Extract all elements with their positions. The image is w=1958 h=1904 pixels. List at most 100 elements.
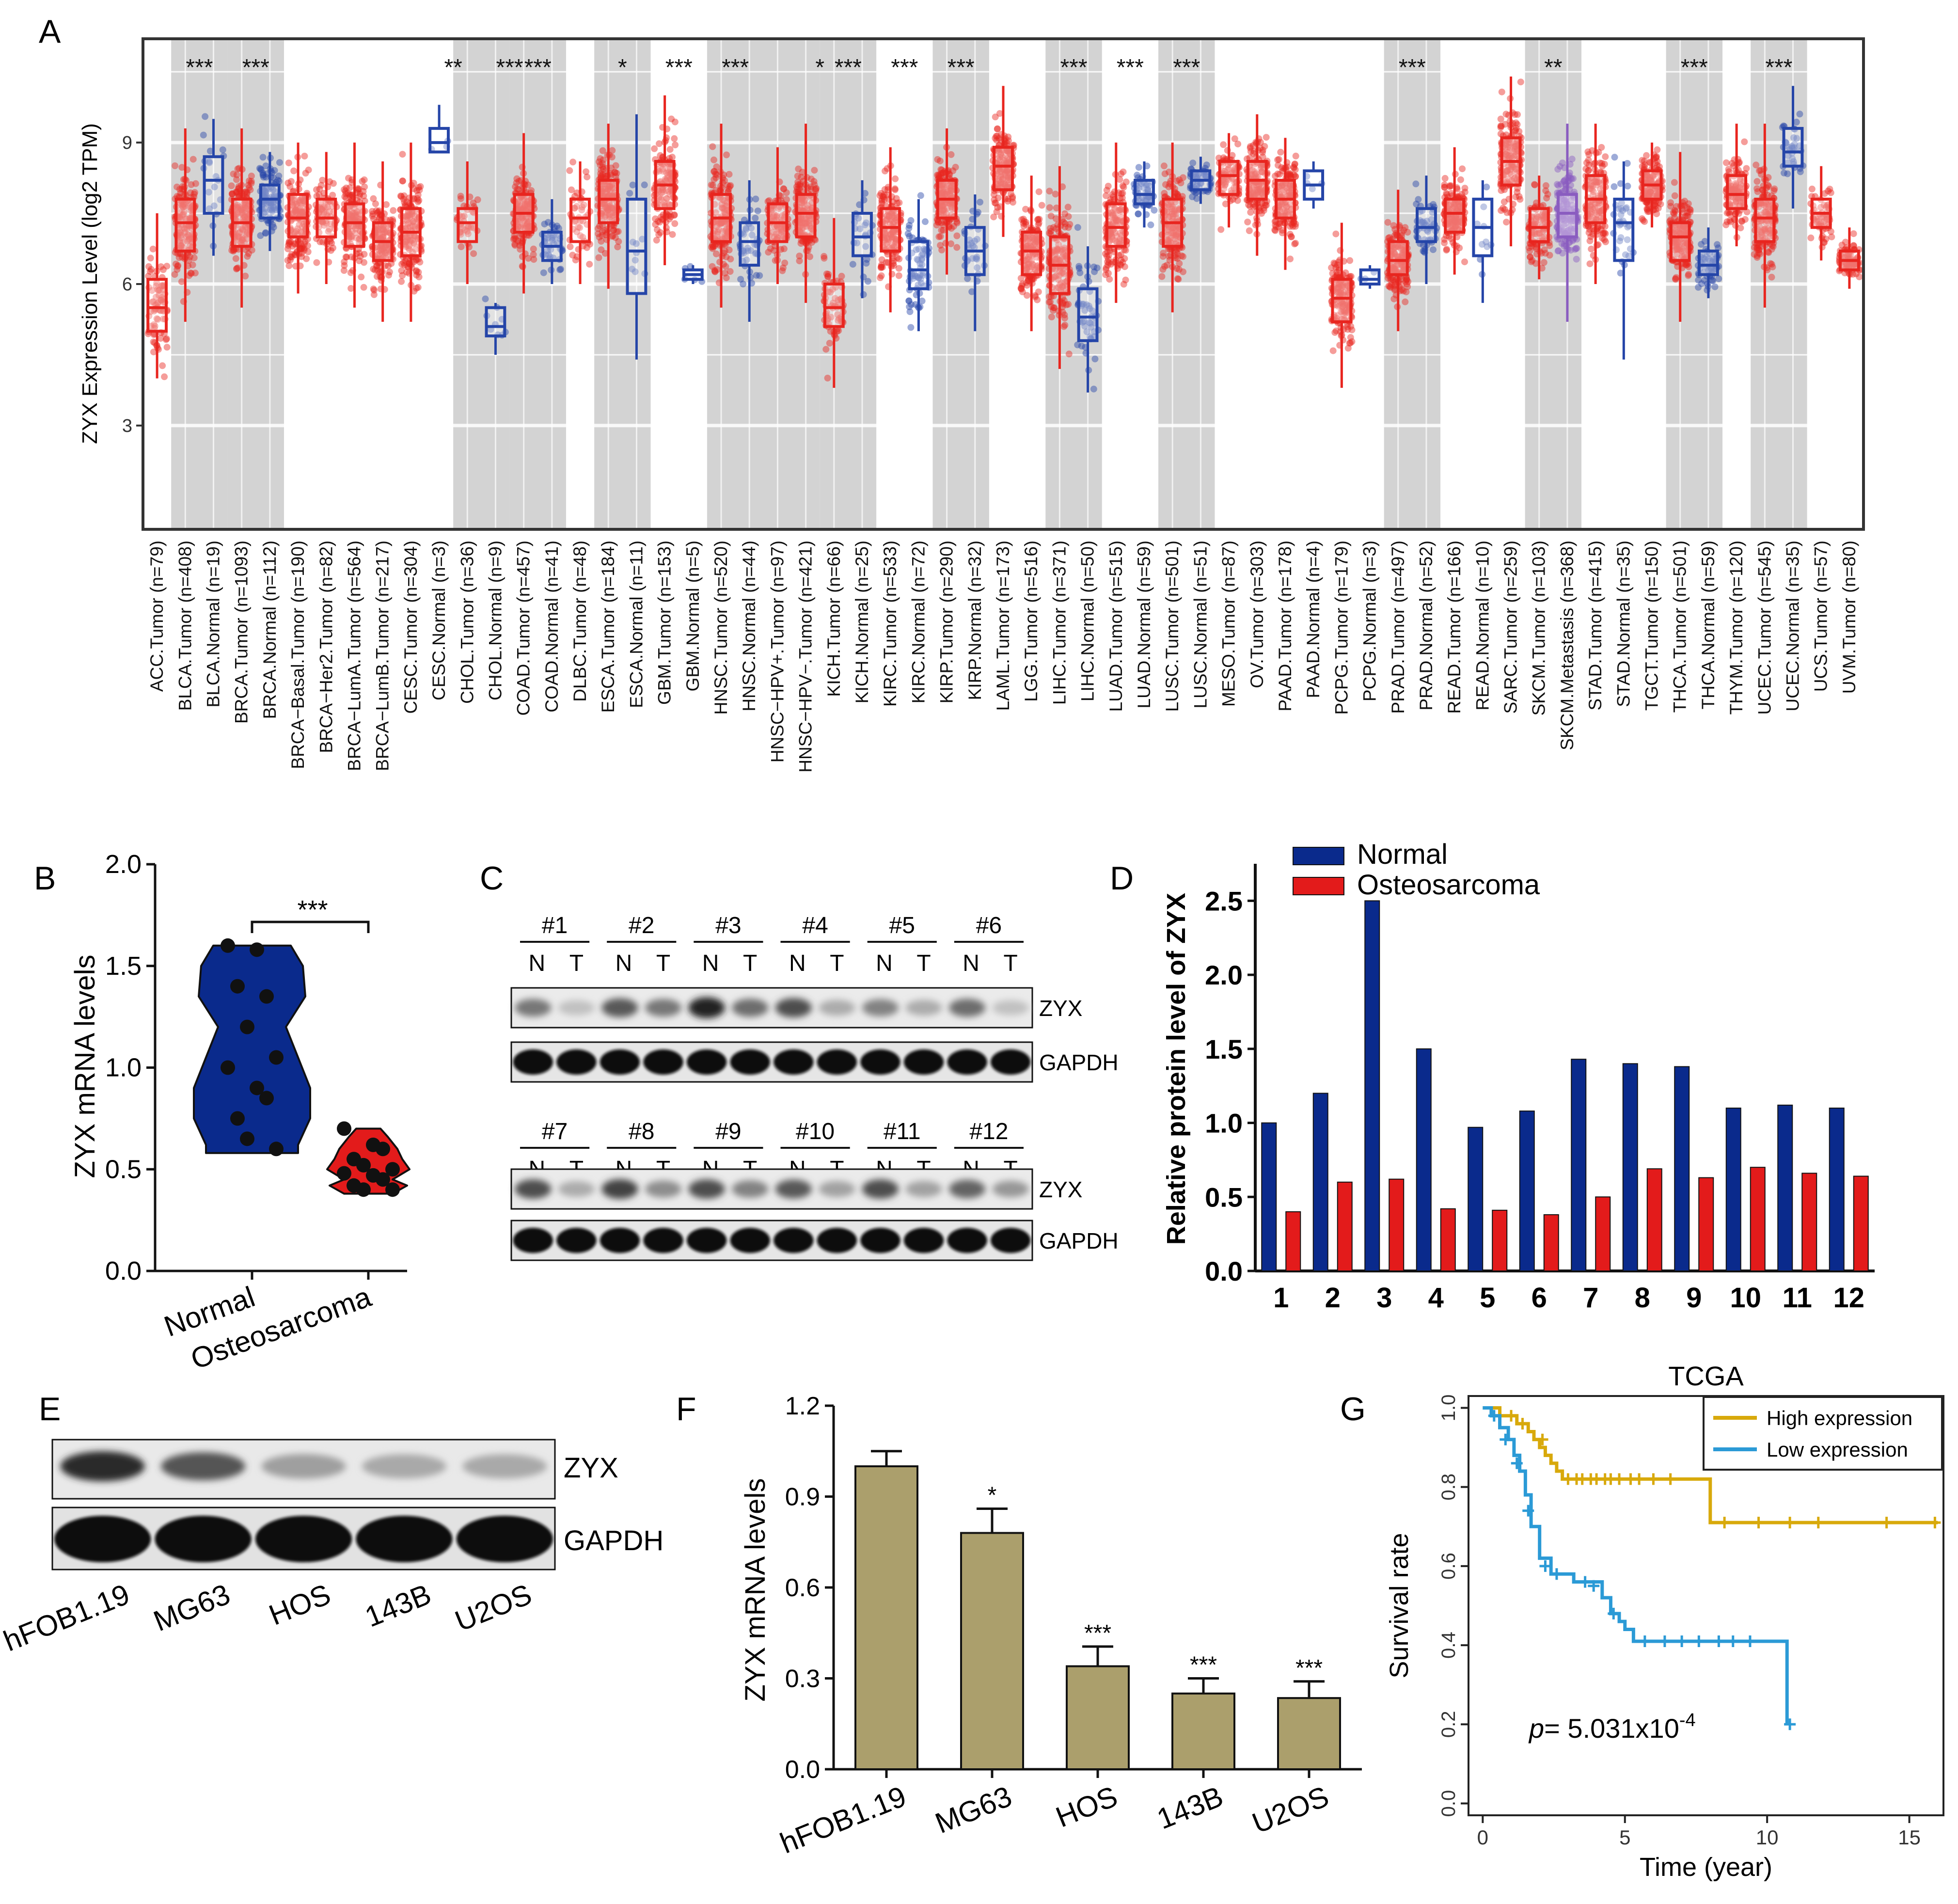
box bbox=[344, 202, 365, 248]
data-point bbox=[1064, 204, 1072, 211]
box-group bbox=[256, 152, 284, 251]
data-point bbox=[189, 261, 196, 269]
data-point bbox=[399, 272, 406, 279]
data-point bbox=[260, 171, 267, 178]
data-point bbox=[151, 322, 158, 330]
box bbox=[1077, 287, 1099, 342]
data-point bbox=[243, 235, 251, 242]
data-point bbox=[295, 197, 302, 204]
data-point bbox=[922, 218, 929, 225]
data-point bbox=[370, 195, 377, 202]
data-point bbox=[1415, 196, 1422, 203]
data-point bbox=[158, 297, 165, 304]
data-point bbox=[176, 209, 184, 216]
significance-label: *** bbox=[496, 55, 523, 80]
data-point bbox=[242, 200, 249, 207]
data-point bbox=[938, 219, 945, 226]
box bbox=[795, 193, 817, 238]
data-point bbox=[290, 188, 297, 195]
data-point bbox=[157, 335, 164, 342]
data-point bbox=[172, 162, 178, 169]
data-point bbox=[935, 233, 943, 240]
data-point bbox=[1292, 152, 1299, 159]
data-point bbox=[176, 239, 184, 246]
data-point bbox=[244, 215, 251, 222]
data-point bbox=[722, 263, 729, 270]
data-point bbox=[709, 143, 716, 150]
data-point bbox=[457, 195, 464, 202]
data-point bbox=[234, 264, 241, 271]
data-point bbox=[174, 266, 181, 273]
data-point bbox=[262, 162, 269, 170]
data-point bbox=[1117, 251, 1124, 258]
data-point bbox=[240, 204, 247, 211]
data-point bbox=[907, 324, 915, 331]
data-point bbox=[613, 170, 620, 177]
data-point bbox=[262, 174, 269, 181]
data-point bbox=[1009, 193, 1016, 200]
data-point bbox=[230, 248, 237, 254]
data-point bbox=[1121, 263, 1128, 270]
data-point bbox=[185, 222, 192, 230]
data-point bbox=[267, 206, 274, 213]
data-point bbox=[178, 164, 186, 171]
data-point bbox=[156, 292, 162, 299]
data-point bbox=[235, 234, 242, 240]
data-point bbox=[1119, 190, 1126, 197]
data-point bbox=[386, 269, 393, 276]
data-point bbox=[206, 147, 214, 155]
data-point bbox=[895, 272, 902, 279]
data-point bbox=[369, 212, 376, 220]
data-point bbox=[146, 268, 154, 275]
data-point bbox=[1412, 180, 1420, 188]
data-point bbox=[1135, 210, 1142, 218]
significance-label: * bbox=[815, 55, 824, 80]
data-point bbox=[242, 246, 250, 254]
box bbox=[1021, 230, 1042, 276]
data-point bbox=[150, 321, 158, 328]
data-point bbox=[202, 113, 209, 120]
data-point bbox=[656, 140, 663, 147]
data-point bbox=[938, 227, 945, 234]
data-point bbox=[397, 193, 405, 200]
data-point bbox=[1286, 171, 1293, 178]
data-point bbox=[671, 220, 679, 227]
data-point bbox=[246, 184, 253, 191]
data-point bbox=[1106, 276, 1113, 283]
box-group bbox=[144, 213, 171, 381]
data-point bbox=[1175, 276, 1182, 283]
data-point bbox=[907, 217, 915, 224]
data-point bbox=[182, 215, 189, 222]
data-point bbox=[271, 167, 278, 174]
data-point bbox=[178, 202, 186, 209]
data-point bbox=[178, 254, 186, 261]
data-point bbox=[275, 173, 283, 179]
data-point bbox=[159, 266, 167, 273]
box bbox=[1359, 268, 1381, 286]
data-point bbox=[950, 222, 957, 230]
data-point bbox=[327, 247, 334, 254]
box bbox=[569, 197, 591, 243]
data-point bbox=[188, 207, 195, 214]
data-point bbox=[241, 239, 248, 247]
data-point bbox=[268, 200, 275, 206]
data-point bbox=[240, 206, 247, 214]
data-point bbox=[567, 243, 574, 250]
data-point bbox=[245, 250, 252, 257]
data-point bbox=[247, 186, 254, 193]
data-point bbox=[234, 165, 241, 173]
data-point bbox=[385, 262, 392, 270]
data-point bbox=[299, 205, 306, 212]
box-group: *** bbox=[171, 55, 213, 322]
data-point bbox=[256, 165, 263, 172]
data-point bbox=[399, 151, 406, 158]
data-point bbox=[177, 242, 185, 250]
data-point bbox=[236, 229, 243, 236]
data-point bbox=[149, 245, 157, 253]
data-point bbox=[671, 135, 678, 142]
data-point bbox=[1203, 161, 1210, 169]
data-point bbox=[269, 186, 277, 193]
data-point bbox=[1331, 329, 1339, 336]
data-point bbox=[1090, 385, 1097, 393]
data-point bbox=[176, 214, 183, 221]
